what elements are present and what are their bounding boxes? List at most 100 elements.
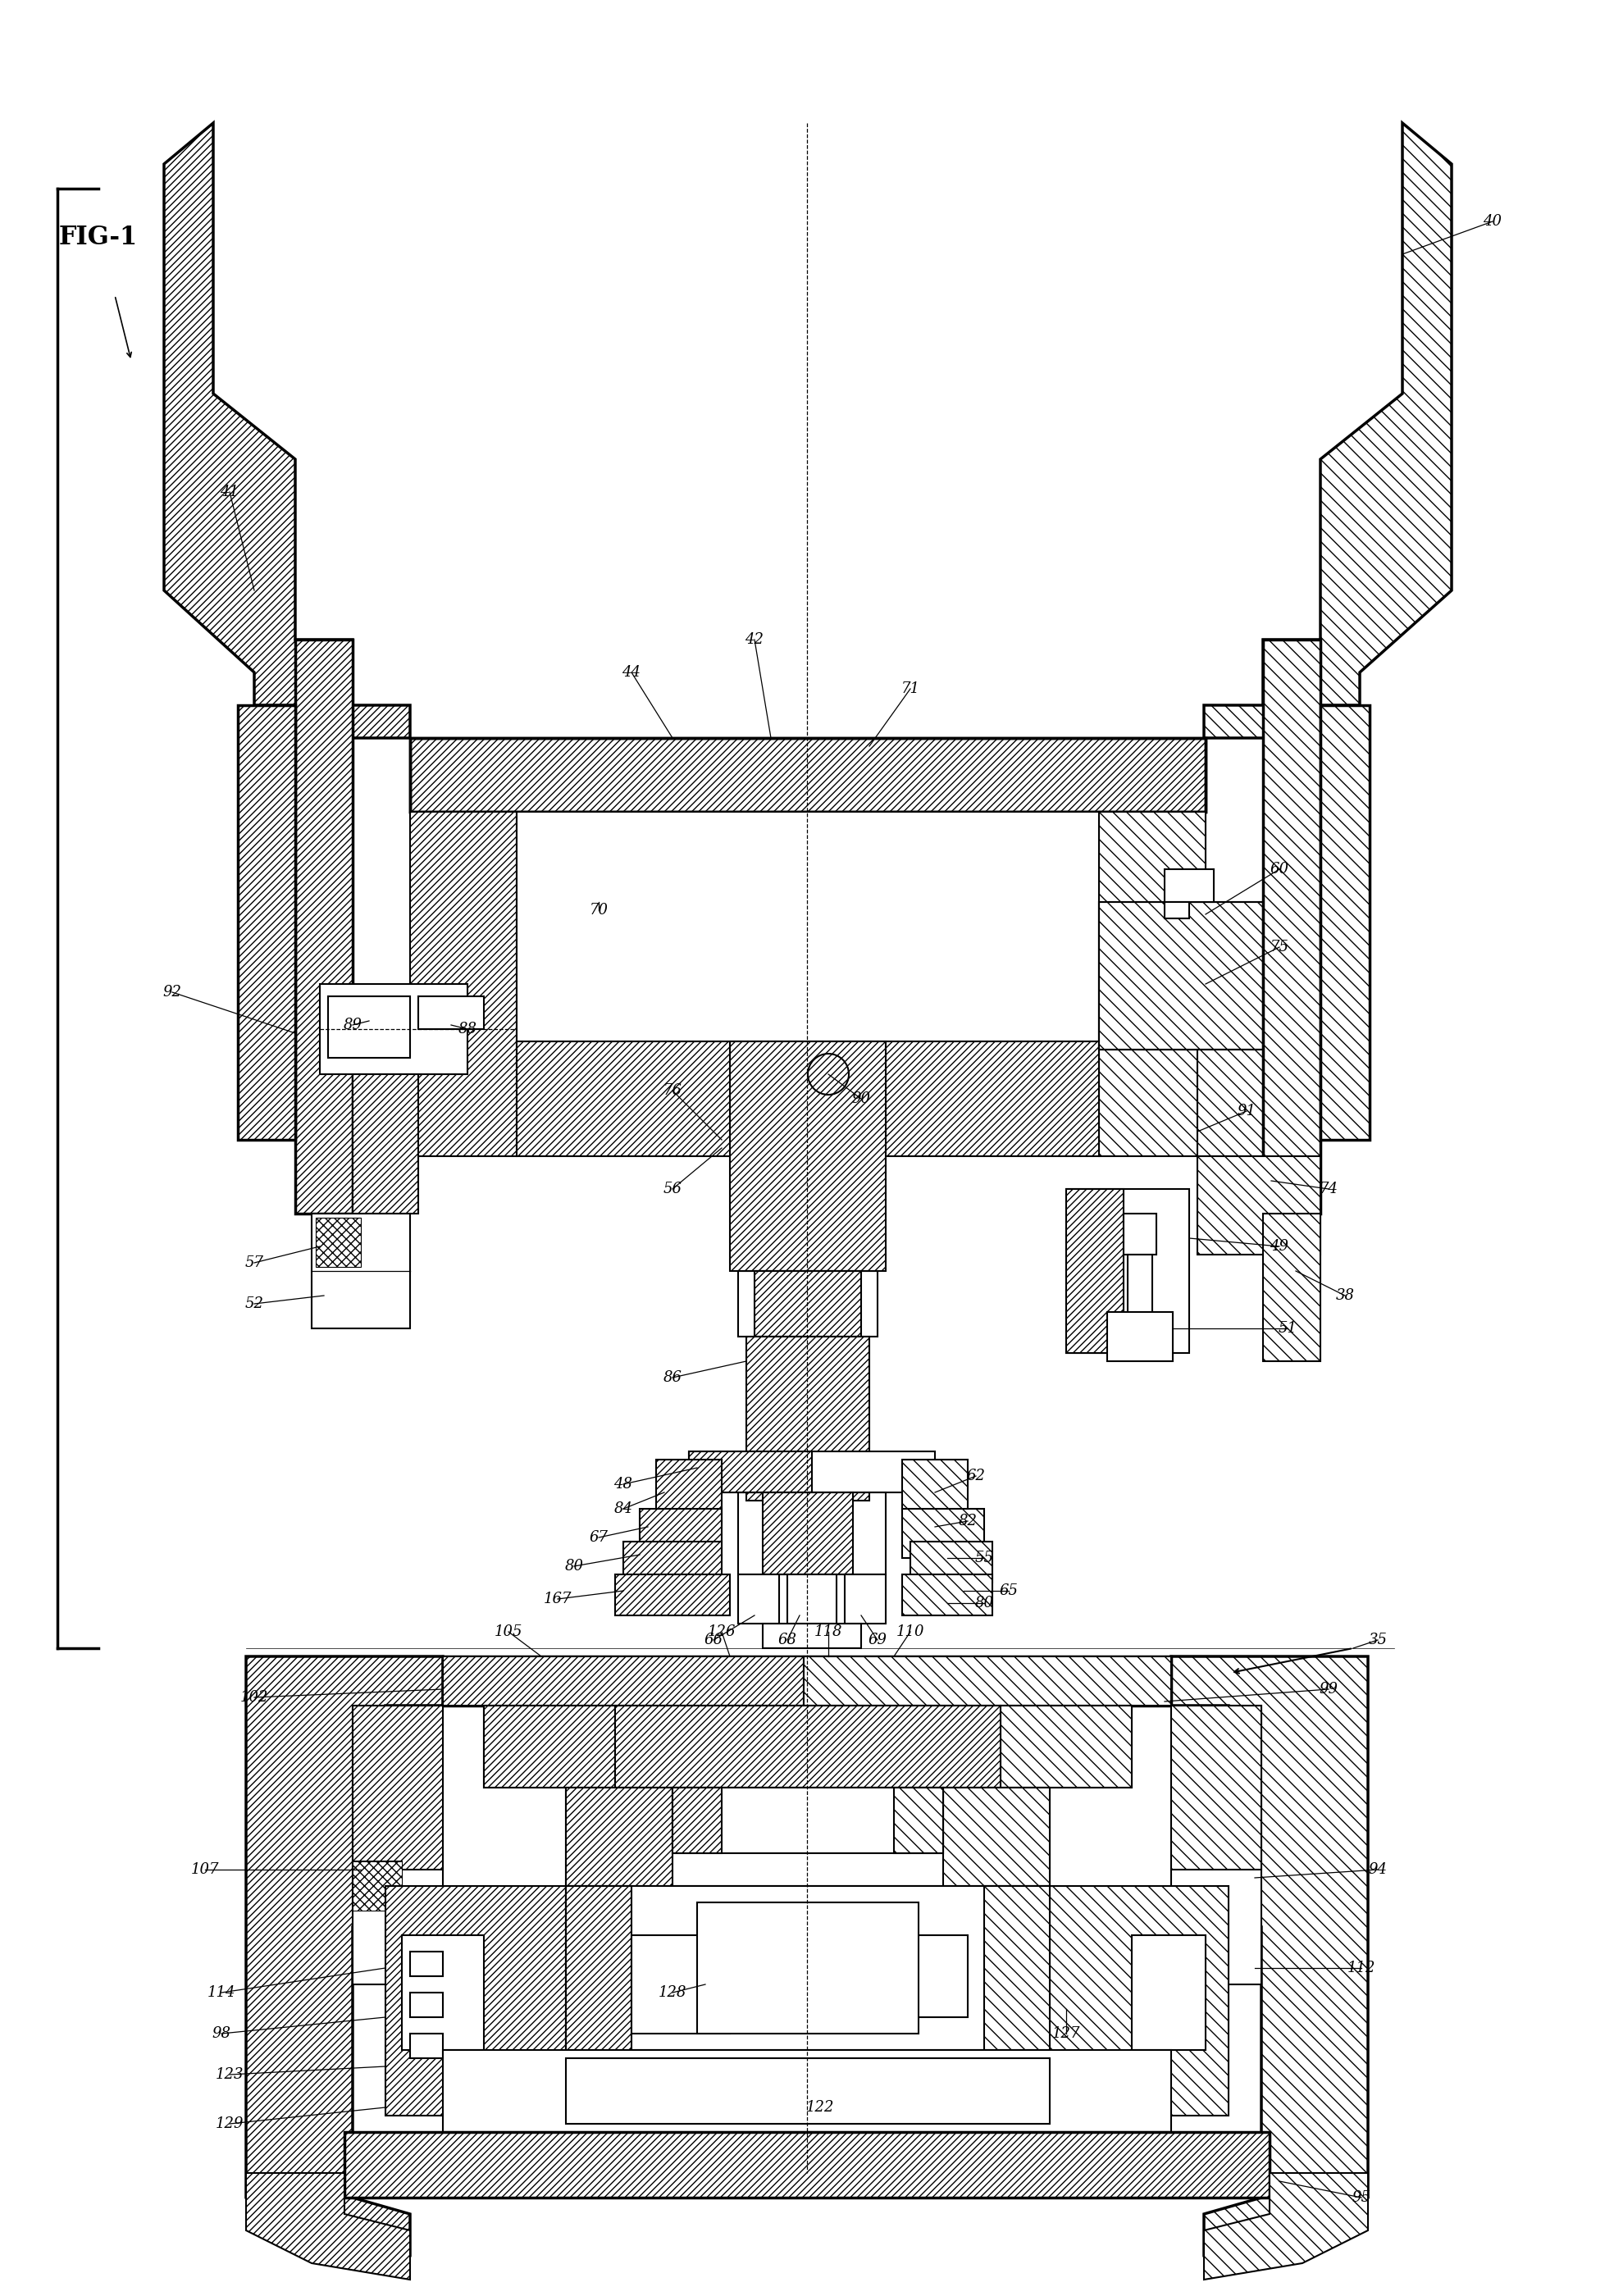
Text: 75: 75 [1270,939,1290,955]
Bar [442,1655,1172,1706]
Text: 99: 99 [1319,1681,1338,1697]
Bar [788,1575,836,1623]
Bar [1001,1706,1131,1789]
Bar [484,1706,1131,1789]
Polygon shape [245,2172,410,2280]
Bar [442,1655,804,1706]
Bar [295,641,352,1215]
Bar [631,1936,730,2034]
Bar [516,1042,1099,1157]
Bar [1172,1706,1262,1984]
Text: 69: 69 [868,1632,888,1649]
Text: 98: 98 [211,2027,231,2041]
Bar [402,1936,484,2050]
Bar [1264,641,1320,1215]
Bar [1099,902,1264,1049]
Text: 86: 86 [663,1371,683,1384]
Bar [754,1272,862,1336]
Bar [738,1492,886,1575]
Text: 38: 38 [1335,1288,1354,1304]
Bar [943,1789,1049,1885]
Bar [567,1789,673,1885]
Text: 67: 67 [589,1529,608,1545]
Bar [567,1885,1049,2050]
Bar [689,1451,935,1492]
Bar [639,1508,721,1559]
Text: 74: 74 [1319,1182,1338,1196]
Bar [615,1706,1001,1789]
Bar [410,1952,442,1977]
Text: 41: 41 [220,484,239,501]
Text: 35: 35 [1369,1632,1388,1649]
Bar [1165,902,1190,918]
Text: 95: 95 [1353,2190,1370,2204]
Polygon shape [1204,2172,1369,2280]
Text: 102: 102 [240,1690,268,1704]
Bar [1131,1936,1206,2050]
Bar [352,1862,402,1910]
Bar [1165,870,1214,902]
Bar [316,1217,362,1267]
Bar [352,1075,418,1215]
Polygon shape [165,124,410,737]
Bar [985,1885,1049,2050]
Bar [410,737,1206,813]
Text: 62: 62 [967,1469,986,1483]
Text: 110: 110 [896,1626,925,1639]
Text: 167: 167 [544,1591,571,1607]
Text: 91: 91 [1238,1104,1256,1118]
Bar [418,996,484,1029]
Text: 90: 90 [852,1091,870,1107]
Text: 127: 127 [1052,2027,1080,2041]
Text: 88: 88 [458,1022,476,1035]
Bar [673,1789,943,1853]
Bar [516,813,1099,1042]
Bar [804,1655,1172,1706]
Text: 65: 65 [999,1584,1018,1598]
Bar [567,1789,1049,1885]
Text: 44: 44 [621,666,641,680]
Text: 60: 60 [1270,861,1290,877]
Bar [1198,1157,1320,1254]
Bar [844,1575,886,1623]
Text: 118: 118 [813,1626,843,1639]
Bar [328,996,410,1058]
Bar [352,1706,442,1984]
Bar [697,1903,918,2034]
Bar [567,2057,1049,2124]
Bar [237,705,295,1139]
Bar [352,1706,442,1869]
Text: 52: 52 [245,1297,263,1311]
Text: 112: 112 [1348,1961,1375,1975]
Bar [442,2050,1172,2133]
Bar [902,1575,993,1616]
Bar [738,1272,878,1336]
Bar [910,1541,993,1582]
Bar [1107,1311,1173,1362]
Bar [1128,1254,1152,1336]
Text: 68: 68 [778,1632,797,1649]
Bar [1067,1189,1123,1352]
Bar [623,1541,721,1582]
Text: 82: 82 [959,1513,976,1529]
Bar [763,1623,862,1649]
Text: 42: 42 [746,631,763,647]
Text: 55: 55 [975,1550,994,1566]
Bar [1198,1049,1264,1157]
Text: 126: 126 [707,1626,736,1639]
Text: 129: 129 [216,2117,244,2131]
Text: 56: 56 [663,1182,683,1196]
Bar [1067,1189,1190,1352]
Bar [902,1508,985,1559]
Bar [410,1993,442,2018]
Text: 70: 70 [589,902,608,918]
Polygon shape [245,1655,442,2255]
Bar [352,1862,402,1910]
Text: FIG-1: FIG-1 [60,225,137,250]
Bar [442,813,1173,836]
Bar [410,813,516,1157]
Polygon shape [1204,124,1451,737]
Text: 66: 66 [704,1632,723,1649]
Text: 122: 122 [805,2101,834,2115]
Text: 114: 114 [207,1986,236,2000]
